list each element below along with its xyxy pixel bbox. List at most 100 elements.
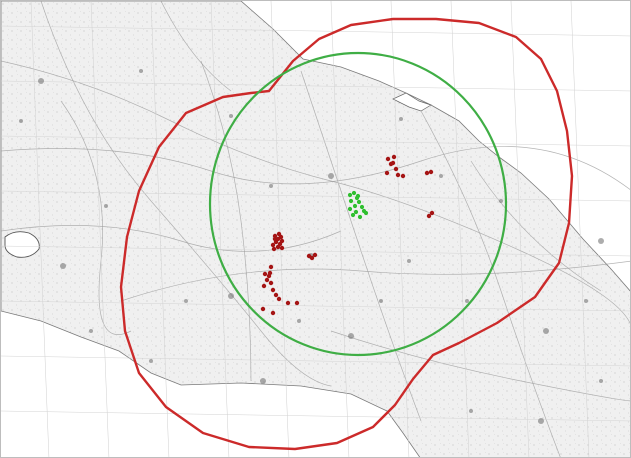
red-marker[interactable] [267, 270, 273, 276]
settlement [598, 238, 604, 244]
minor-track [210, 1, 230, 457]
minor-track [450, 1, 470, 457]
settlement [104, 204, 108, 208]
settlement [60, 263, 66, 269]
settlements [19, 69, 604, 424]
green-marker[interactable] [363, 210, 369, 216]
settlement [38, 78, 44, 84]
settlement [399, 117, 403, 121]
minor-track [570, 1, 590, 457]
red-marker[interactable] [385, 156, 391, 162]
settlement [260, 378, 266, 384]
red-marker[interactable] [426, 213, 432, 219]
red-marker[interactable] [262, 271, 268, 277]
red-marker[interactable] [424, 170, 430, 176]
minor-track [1, 190, 630, 202]
green-marker[interactable] [359, 204, 365, 210]
settlement [407, 259, 411, 263]
settlement [465, 299, 469, 303]
settlement [599, 379, 603, 383]
green-marker[interactable] [355, 193, 361, 199]
red-marker[interactable] [384, 170, 390, 176]
red-marker[interactable] [276, 231, 282, 237]
minor-track [30, 1, 50, 457]
minor-track [1, 25, 630, 37]
red-marker[interactable] [279, 245, 285, 251]
settlement [89, 329, 93, 333]
green-marker[interactable] [353, 209, 359, 215]
minor-track [1, 410, 630, 422]
green-marker[interactable] [350, 212, 356, 218]
lake [4, 231, 40, 258]
settlement [229, 114, 233, 118]
red-marker[interactable] [270, 242, 276, 248]
red-marker[interactable] [270, 287, 276, 293]
settlement [348, 333, 354, 339]
minor-track [1, 80, 630, 92]
settlement [139, 69, 143, 73]
road [1, 225, 342, 252]
settlement [19, 119, 23, 123]
settlement [184, 299, 188, 303]
green-marker[interactable] [356, 199, 362, 205]
green-marker[interactable] [347, 192, 353, 198]
settlement [499, 199, 503, 203]
green-marker[interactable] [347, 206, 353, 212]
minor-track [1, 245, 630, 257]
red-marker[interactable] [390, 160, 396, 166]
red-marker[interactable] [391, 154, 397, 160]
red-marker[interactable] [429, 210, 435, 216]
outer-range-zone[interactable] [119, 17, 574, 451]
green-marker-cluster [347, 190, 369, 220]
red-marker[interactable] [395, 172, 401, 178]
red-marker-cluster [260, 154, 435, 316]
red-marker[interactable] [276, 296, 282, 302]
red-marker[interactable] [393, 166, 399, 172]
red-marker[interactable] [428, 169, 434, 175]
road [1, 60, 630, 325]
settlement [228, 293, 234, 299]
minor-track [1, 355, 630, 367]
road [120, 260, 630, 302]
red-marker[interactable] [273, 292, 279, 298]
red-marker[interactable] [285, 300, 291, 306]
settlement [149, 359, 153, 363]
road [300, 70, 422, 422]
red-marker[interactable] [268, 264, 274, 270]
red-marker[interactable] [271, 246, 277, 252]
red-marker[interactable] [279, 238, 285, 244]
red-marker[interactable] [272, 236, 278, 242]
red-marker[interactable] [294, 300, 300, 306]
settlement [584, 299, 588, 303]
green-marker[interactable] [348, 198, 354, 204]
settlement [543, 328, 549, 334]
settlement [328, 173, 334, 179]
settlement [469, 409, 473, 413]
red-marker[interactable] [264, 277, 270, 283]
green-marker[interactable] [357, 214, 363, 220]
minor-track [150, 1, 170, 457]
red-marker[interactable] [309, 255, 315, 261]
red-marker[interactable] [268, 280, 274, 286]
settlement [297, 319, 301, 323]
red-marker[interactable] [275, 244, 281, 250]
green-marker[interactable] [352, 203, 358, 209]
red-marker[interactable] [260, 306, 266, 312]
minor-track [330, 1, 350, 457]
red-marker[interactable] [400, 173, 406, 179]
red-marker[interactable] [270, 310, 276, 316]
road [470, 160, 602, 292]
road [420, 110, 561, 457]
road [330, 330, 630, 402]
red-marker[interactable] [312, 252, 318, 258]
green-marker[interactable] [351, 190, 357, 196]
inner-range-circle[interactable] [208, 51, 508, 357]
settlement [538, 418, 544, 424]
road [40, 1, 332, 387]
settlement [439, 174, 443, 178]
minor-track [510, 1, 530, 457]
red-marker[interactable] [261, 283, 267, 289]
